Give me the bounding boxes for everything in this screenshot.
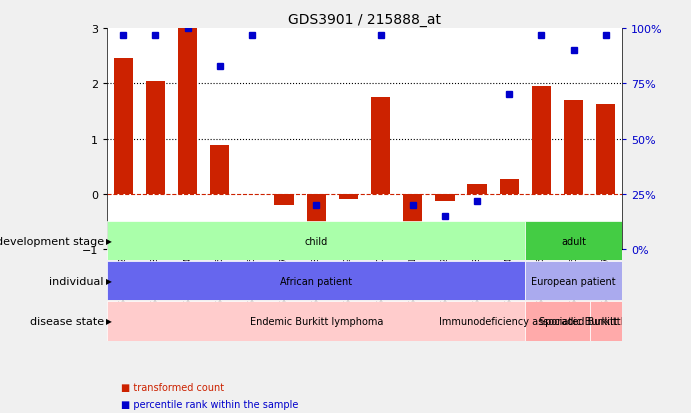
Bar — [525, 301, 589, 341]
Text: Immunodeficiency associated Burkitt lymphoma: Immunodeficiency associated Burkitt lymp… — [439, 316, 676, 326]
Text: ■ percentile rank within the sample: ■ percentile rank within the sample — [121, 399, 299, 409]
Text: African patient: African patient — [280, 276, 352, 286]
Bar — [589, 301, 622, 341]
Text: disease state: disease state — [30, 316, 104, 326]
Text: child: child — [305, 236, 328, 246]
Text: European patient: European patient — [531, 276, 616, 286]
Bar — [564, 101, 583, 195]
Bar — [525, 221, 622, 261]
Bar — [107, 261, 525, 301]
Text: Sporadic Burkitt lymphoma: Sporadic Burkitt lymphoma — [539, 316, 672, 326]
Bar — [532, 87, 551, 195]
Text: ▶: ▶ — [106, 237, 112, 245]
Bar — [146, 81, 165, 195]
Bar — [435, 195, 455, 201]
Bar — [307, 195, 326, 236]
Bar — [178, 28, 197, 195]
Text: individual: individual — [49, 276, 104, 286]
Bar — [274, 195, 294, 206]
Bar — [339, 195, 358, 199]
Bar — [107, 301, 525, 341]
Text: ■ transformed count: ■ transformed count — [121, 382, 224, 392]
Title: GDS3901 / 215888_at: GDS3901 / 215888_at — [288, 12, 441, 26]
Bar — [403, 195, 422, 236]
Bar — [467, 185, 486, 195]
Text: Endemic Burkitt lymphoma: Endemic Burkitt lymphoma — [249, 316, 383, 326]
Bar — [596, 105, 616, 195]
Text: ▶: ▶ — [106, 317, 112, 325]
Bar — [500, 179, 519, 195]
Bar — [107, 221, 525, 261]
Text: adult: adult — [561, 236, 586, 246]
Bar — [525, 261, 622, 301]
Text: ▶: ▶ — [106, 277, 112, 285]
Bar — [113, 59, 133, 195]
Bar — [210, 146, 229, 195]
Text: development stage: development stage — [0, 236, 104, 246]
Bar — [371, 98, 390, 195]
